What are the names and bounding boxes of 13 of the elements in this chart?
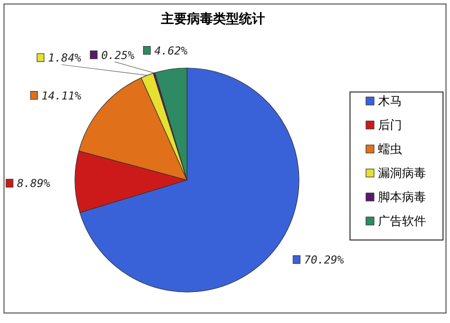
data-label: 8.89% bbox=[17, 177, 51, 190]
data-label: 4.62% bbox=[154, 44, 188, 58]
legend-label: 木马 bbox=[378, 94, 402, 108]
data-label: 70.29% bbox=[304, 254, 344, 267]
data-label: 14.11% bbox=[42, 89, 82, 102]
legend-label: 广告软件 bbox=[378, 214, 426, 228]
legend-label: 脚本病毒 bbox=[378, 190, 426, 204]
data-label: 0.25% bbox=[101, 48, 135, 62]
legend-label: 漏洞病毒 bbox=[378, 166, 426, 180]
chart-title: 主要病毒类型统计 bbox=[160, 11, 265, 26]
data-label: 1.84% bbox=[48, 52, 82, 65]
legend-label: 蠕虫 bbox=[378, 142, 402, 156]
legend-label: 后门 bbox=[378, 118, 402, 132]
